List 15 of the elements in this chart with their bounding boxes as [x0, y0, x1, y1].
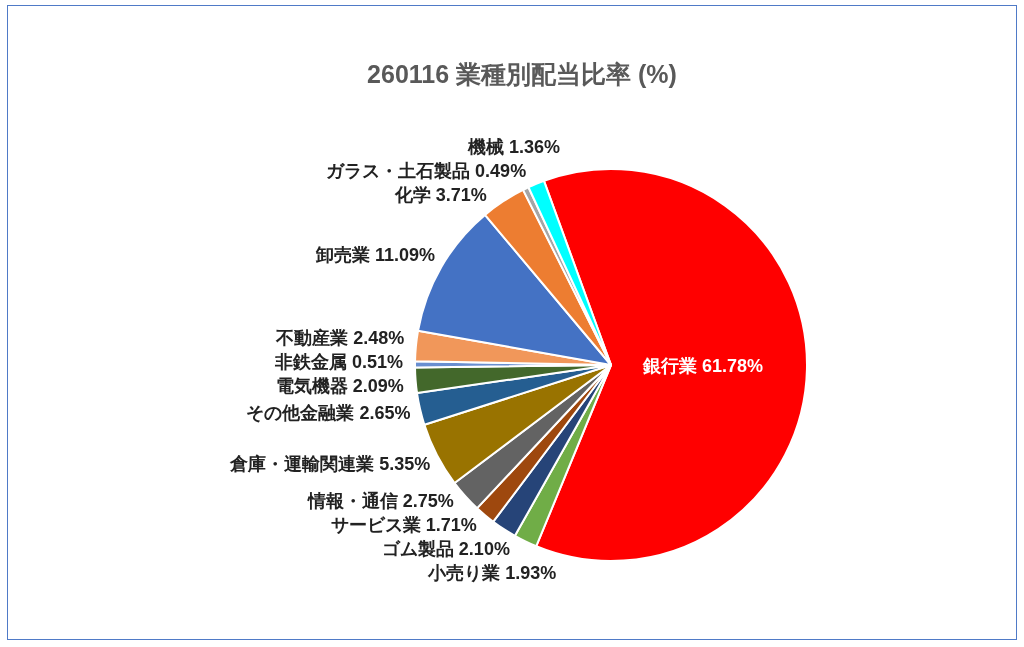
slice-label: 電気機器 2.09% [275, 376, 404, 397]
chart-title: 260116 業種別配当比率 (%) [366, 59, 678, 90]
slice-label: 機械 1.36% [466, 136, 561, 157]
slice-label: 小売り業 1.93% [427, 562, 557, 583]
slice-label: ガラス・土石製品 0.49% [326, 160, 527, 181]
slice-label: その他金融業 2.65% [246, 403, 411, 423]
slice-label: 倉庫・運輸関連業 5.35% [229, 454, 431, 475]
slice-label: 非鉄金属 0.51% [273, 352, 404, 373]
slice-label: 不動産業 2.48% [275, 328, 405, 349]
slice-label: サービス業 1.71% [330, 514, 477, 535]
slice-label: 銀行業 61.78% [642, 355, 764, 376]
slice-label: 化学 3.71% [393, 184, 487, 205]
slice-label: ゴム製品 2.10% [381, 538, 510, 559]
slice-label: 情報・通信 2.75% [306, 490, 454, 511]
slice-label: 卸売業 11.09% [314, 244, 435, 265]
